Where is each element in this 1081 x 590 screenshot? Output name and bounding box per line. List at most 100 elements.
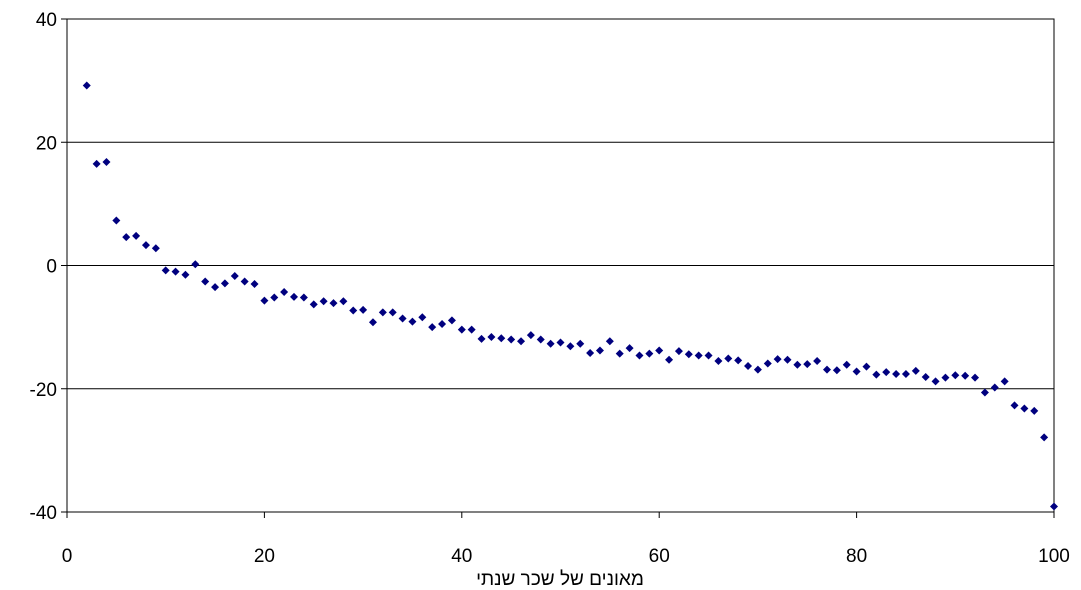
data-point <box>753 365 762 374</box>
data-point <box>882 368 891 377</box>
x-tick-label: 0 <box>62 546 73 567</box>
data-point <box>625 344 634 353</box>
data-point <box>941 373 950 382</box>
y-axis-ticks: 40 20 0 -20 -40 <box>30 10 67 524</box>
data-point <box>645 349 654 358</box>
x-axis-title: מאונים של שכר שנתי <box>476 569 644 590</box>
data-point <box>783 355 792 364</box>
data-point <box>655 346 664 355</box>
x-tick-label: 80 <box>846 546 867 567</box>
y-tick-label: 0 <box>46 257 57 278</box>
data-point <box>714 357 723 366</box>
data-point <box>1020 404 1029 413</box>
data-point <box>447 316 456 325</box>
data-point <box>556 338 565 347</box>
data-point <box>378 308 387 317</box>
data-point <box>1040 433 1049 442</box>
data-point <box>359 305 368 314</box>
data-point <box>171 267 180 276</box>
data-point <box>398 314 407 323</box>
data-point <box>832 366 841 375</box>
data-point <box>161 266 170 275</box>
data-point <box>122 233 131 242</box>
data-point <box>990 383 999 392</box>
data-point <box>586 349 595 358</box>
data-point <box>724 354 733 363</box>
y-tick-label: -20 <box>30 380 57 401</box>
data-point <box>773 355 782 364</box>
data-point <box>240 277 249 286</box>
data-point <box>901 369 910 378</box>
data-point <box>329 299 338 308</box>
data-point <box>467 325 476 334</box>
data-point <box>1000 377 1009 386</box>
x-tick-label: 100 <box>1038 546 1070 567</box>
x-tick-label: 40 <box>451 546 472 567</box>
data-point <box>763 359 772 368</box>
data-point <box>211 283 220 292</box>
data-point <box>517 337 526 346</box>
data-point <box>368 318 377 327</box>
data-point <box>230 271 239 280</box>
data-point <box>595 346 604 355</box>
data-point <box>457 325 466 334</box>
data-point <box>507 335 516 344</box>
data-point <box>132 231 141 240</box>
data-point <box>566 342 575 351</box>
data-point <box>1030 406 1039 415</box>
x-axis-ticks: 0 20 40 60 80 100 <box>62 512 1070 567</box>
data-point <box>980 388 989 397</box>
data-point <box>674 347 683 356</box>
data-point <box>1050 502 1058 511</box>
data-point <box>428 323 437 332</box>
y-tick-label: 40 <box>36 10 57 31</box>
data-point <box>803 360 812 369</box>
data-point <box>201 277 210 286</box>
data-point <box>112 216 121 225</box>
data-point <box>576 339 585 348</box>
data-point <box>892 369 901 378</box>
y-tick-label: 20 <box>36 133 57 154</box>
data-point <box>477 334 486 343</box>
data-point <box>260 296 269 305</box>
y-tick-label: -40 <box>30 503 57 524</box>
data-point <box>141 241 150 250</box>
data-point <box>931 377 940 386</box>
data-point <box>349 306 358 315</box>
data-point <box>191 260 200 269</box>
data-point <box>309 300 318 309</box>
data-point <box>388 308 397 317</box>
data-point <box>734 356 743 365</box>
data-point <box>961 371 970 380</box>
data-point <box>684 350 693 359</box>
data-point <box>92 159 101 168</box>
data-point <box>951 371 960 380</box>
data-point <box>270 293 279 302</box>
data-point <box>181 270 190 279</box>
data-point <box>497 334 506 343</box>
data-point <box>842 360 851 369</box>
x-tick-label: 20 <box>254 546 275 567</box>
data-point <box>862 362 871 371</box>
gridlines <box>67 141 1054 390</box>
data-point <box>280 287 289 296</box>
x-tick-label: 60 <box>649 546 670 567</box>
data-point <box>487 332 496 341</box>
data-point <box>546 339 555 348</box>
data-point <box>151 244 160 253</box>
data-point <box>220 279 229 288</box>
data-point <box>971 373 980 382</box>
data-point <box>872 370 881 379</box>
data-point <box>82 81 91 90</box>
data-point <box>1010 401 1019 410</box>
data-points <box>82 81 1058 511</box>
data-point <box>299 293 308 302</box>
data-point <box>744 361 753 370</box>
data-point <box>339 297 348 306</box>
data-point <box>102 157 111 166</box>
data-point <box>408 317 417 326</box>
data-point <box>852 367 861 376</box>
data-point <box>605 337 614 346</box>
